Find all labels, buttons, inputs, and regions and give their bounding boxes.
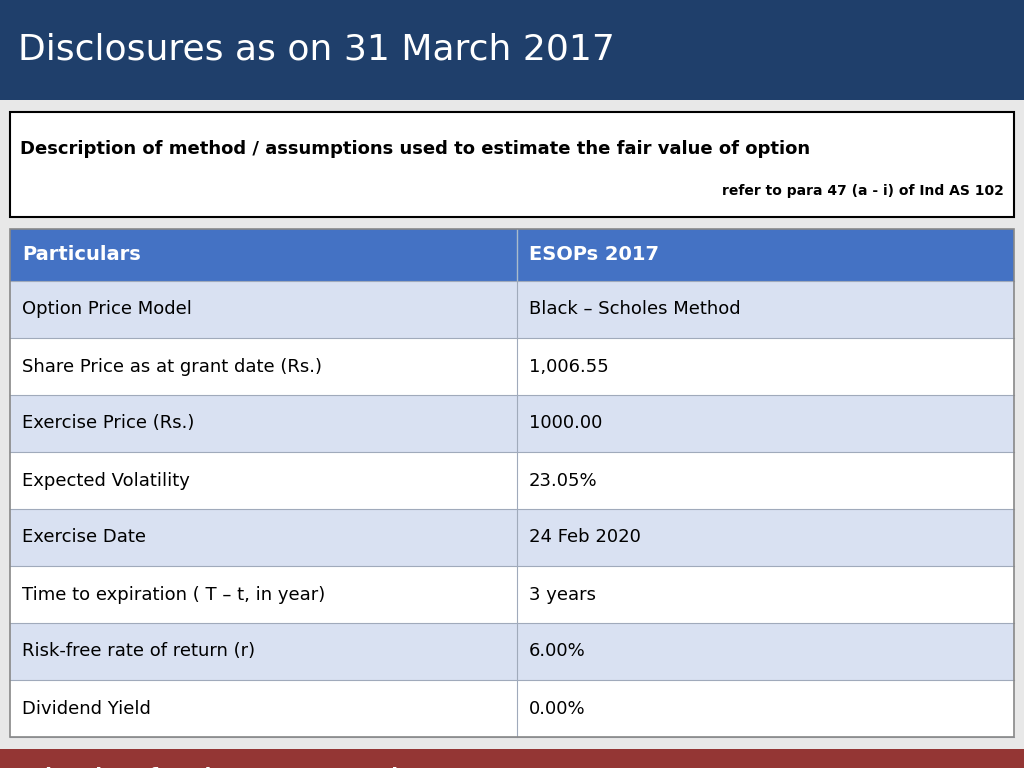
Bar: [10, 452, 1014, 509]
Bar: [10, 680, 1014, 737]
Text: 24 Feb 2020: 24 Feb 2020: [529, 528, 641, 547]
Text: Share Price as at grant date (Rs.): Share Price as at grant date (Rs.): [22, 357, 322, 376]
Text: Expected Volatility: Expected Volatility: [22, 472, 189, 489]
Text: 3 years: 3 years: [529, 585, 596, 604]
Bar: [10, 395, 1014, 452]
Text: ESOPs 2017: ESOPs 2017: [529, 246, 659, 264]
Text: Option Price Model: Option Price Model: [22, 300, 191, 319]
Bar: [10, 509, 1014, 566]
Text: 23.05%: 23.05%: [529, 472, 598, 489]
Bar: [10, 112, 1014, 217]
Text: Exercise Price (Rs.): Exercise Price (Rs.): [22, 415, 195, 432]
Bar: [10, 229, 1014, 737]
Bar: [0, 0, 1024, 100]
Bar: [0, 749, 1024, 768]
Text: 6.00%: 6.00%: [529, 643, 586, 660]
Bar: [10, 566, 1014, 623]
Bar: [10, 281, 1014, 338]
Text: 0.00%: 0.00%: [529, 700, 586, 717]
Bar: [10, 623, 1014, 680]
Text: Exercise Date: Exercise Date: [22, 528, 146, 547]
Bar: [10, 229, 1014, 281]
Text: refer to para 47 (a - i) of Ind AS 102: refer to para 47 (a - i) of Ind AS 102: [722, 184, 1004, 197]
Text: Fair Value of Options as at grant date: Rs. 246.72: Fair Value of Options as at grant date: …: [20, 767, 564, 768]
Text: Black – Scholes Method: Black – Scholes Method: [529, 300, 740, 319]
Text: Dividend Yield: Dividend Yield: [22, 700, 151, 717]
Text: Time to expiration ( T – t, in year): Time to expiration ( T – t, in year): [22, 585, 326, 604]
Bar: [10, 338, 1014, 395]
Text: Particulars: Particulars: [22, 246, 140, 264]
Text: 1,006.55: 1,006.55: [529, 357, 609, 376]
Text: Disclosures as on 31 March 2017: Disclosures as on 31 March 2017: [18, 33, 614, 67]
Text: Description of method / assumptions used to estimate the fair value of option: Description of method / assumptions used…: [20, 140, 810, 157]
Text: 1000.00: 1000.00: [529, 415, 602, 432]
Text: Risk-free rate of return (r): Risk-free rate of return (r): [22, 643, 255, 660]
